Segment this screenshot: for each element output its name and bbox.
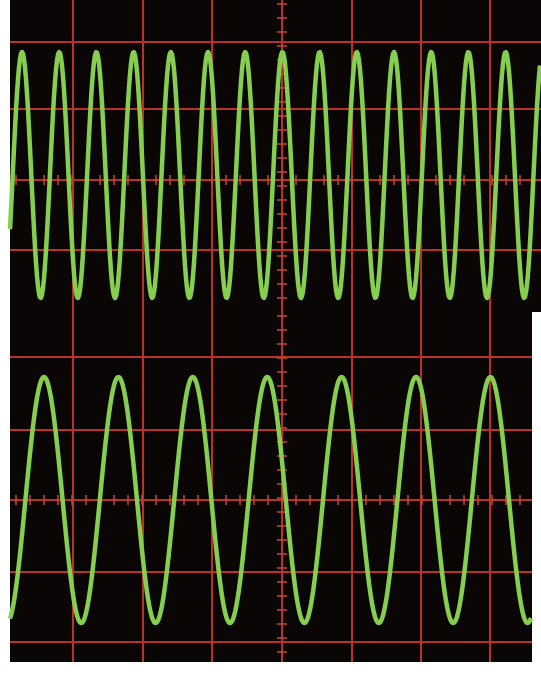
oscilloscope-photo [0,0,541,676]
page: (() => { const NS = 'http://www.w3.org/2… [0,0,541,676]
